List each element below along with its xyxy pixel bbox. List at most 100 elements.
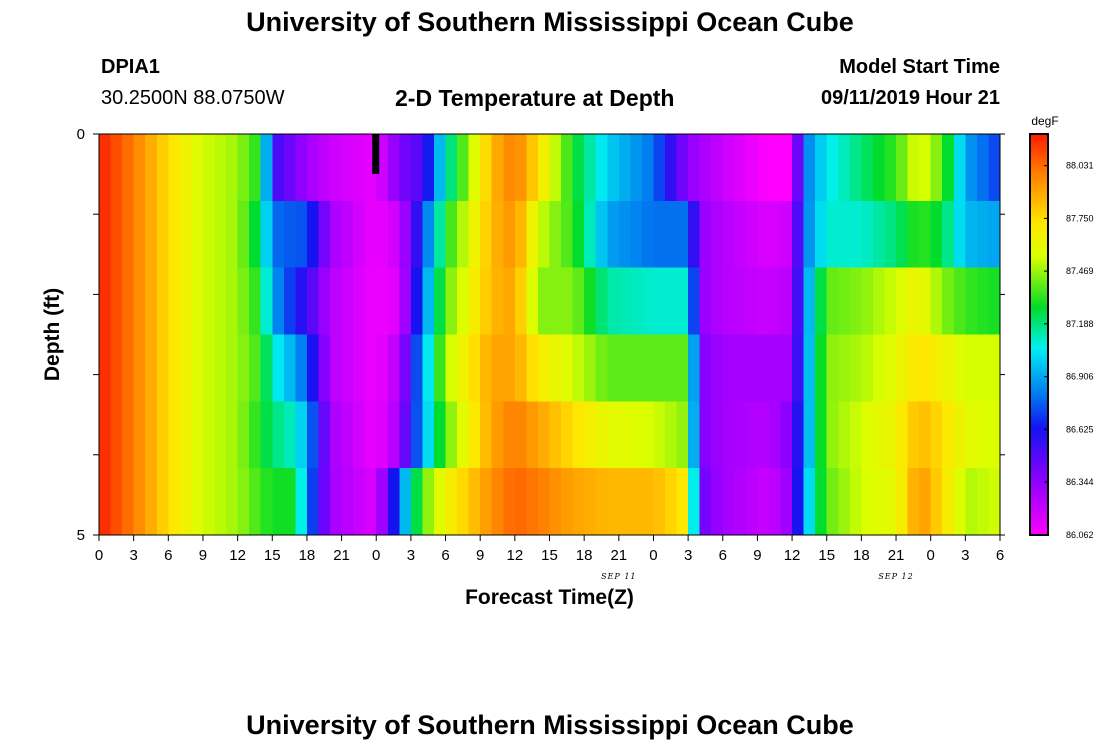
- heatmap-cell: [364, 401, 377, 469]
- heatmap-cell: [353, 134, 366, 202]
- heatmap-cell: [838, 267, 851, 336]
- heatmap-cell: [826, 134, 839, 202]
- heatmap-cell: [872, 267, 886, 336]
- heatmap-cell: [745, 334, 759, 402]
- heatmap-cell: [249, 267, 262, 336]
- heatmap-cell: [722, 200, 735, 269]
- colorbar-segment: [1030, 492, 1048, 496]
- colorbar-segment: [1030, 192, 1048, 195]
- heatmap-cell: [283, 468, 296, 536]
- heatmap-cell: [884, 334, 897, 402]
- heatmap-cell: [110, 134, 123, 202]
- heatmap-cell: [283, 200, 296, 269]
- heatmap-cell: [468, 401, 481, 469]
- heatmap-cell: [272, 134, 285, 202]
- colorbar-segment: [1030, 484, 1048, 488]
- heatmap-cell: [457, 401, 470, 469]
- colorbar-segment: [1030, 288, 1048, 291]
- heatmap-cell: [445, 401, 458, 469]
- colorbar-segment: [1030, 400, 1048, 404]
- heatmap-cell: [641, 401, 655, 469]
- colorbar-segment: [1030, 404, 1048, 408]
- heatmap-cell: [572, 468, 585, 536]
- colorbar-segment: [1030, 264, 1048, 267]
- heatmap-cell: [387, 468, 400, 536]
- heatmap-cell: [399, 468, 412, 536]
- colorbar-segment: [1030, 354, 1048, 358]
- heatmap-cell: [872, 334, 886, 402]
- colorbar-segment: [1030, 356, 1048, 360]
- heatmap-cell: [353, 267, 366, 336]
- heatmap-cell: [491, 401, 504, 469]
- colorbar-segment: [1030, 162, 1048, 165]
- heatmap-cell: [976, 267, 990, 336]
- colorbar-segment: [1030, 258, 1048, 261]
- colorbar-segment: [1030, 168, 1048, 171]
- colorbar-segment: [1030, 530, 1048, 534]
- heatmap-cell: [907, 401, 920, 469]
- heatmap-cell: [330, 401, 343, 469]
- heatmap-cell: [872, 134, 886, 202]
- heatmap-cell: [907, 468, 920, 536]
- heatmap-cell: [330, 134, 343, 202]
- colorbar-segment: [1030, 392, 1048, 396]
- colorbar-segment: [1030, 136, 1048, 139]
- colorbar-segment: [1030, 142, 1048, 145]
- heatmap-cell: [295, 401, 308, 469]
- heatmap-cell: [976, 134, 990, 202]
- heatmap-cell: [953, 401, 966, 469]
- heatmap-cell: [849, 468, 862, 536]
- colorbar-segment: [1030, 500, 1048, 504]
- colorbar-segment: [1030, 214, 1048, 217]
- heatmap-cell: [711, 468, 724, 536]
- colorbar-segment: [1030, 144, 1048, 147]
- heatmap-cell: [110, 200, 123, 269]
- heatmap-cell: [491, 267, 504, 336]
- heatmap-cell: [202, 267, 216, 336]
- heatmap-cell: [480, 401, 493, 469]
- colorbar-segment: [1030, 502, 1048, 506]
- heatmap-cell: [260, 468, 273, 536]
- heatmap-cell: [353, 200, 366, 269]
- colorbar-segment: [1030, 426, 1048, 430]
- colorbar-segment: [1030, 406, 1048, 410]
- heatmap-cell: [595, 334, 608, 402]
- heatmap-cell: [942, 468, 955, 536]
- heatmap-cell: [572, 134, 585, 202]
- heatmap-cell: [584, 267, 597, 336]
- heatmap-cell: [306, 134, 320, 202]
- heatmap-cell: [757, 468, 770, 536]
- colorbar-segment: [1030, 212, 1048, 215]
- heatmap-cell: [445, 200, 458, 269]
- heatmap-cell: [202, 468, 216, 536]
- heatmap-cell: [630, 134, 643, 202]
- colorbar-segment: [1030, 488, 1048, 492]
- heatmap-cell: [468, 267, 481, 336]
- heatmap-cell: [353, 401, 366, 469]
- heatmap-cell: [249, 200, 262, 269]
- heatmap-cell: [480, 468, 493, 536]
- colorbar-segment: [1030, 182, 1048, 185]
- heatmap-cell: [734, 134, 747, 202]
- heatmap-cell: [353, 468, 366, 536]
- colorbar-segment: [1030, 390, 1048, 394]
- heatmap-cell: [110, 334, 123, 402]
- colorbar-segment: [1030, 384, 1048, 388]
- colorbar-segment: [1030, 256, 1048, 259]
- colorbar-segment: [1030, 446, 1048, 450]
- heatmap-cell: [318, 200, 331, 269]
- colorbar-segment: [1030, 436, 1048, 440]
- heatmap-cell: [953, 200, 966, 269]
- colorbar-segment: [1030, 486, 1048, 490]
- heatmap-cell: [214, 401, 227, 469]
- heatmap-cell: [283, 134, 296, 202]
- heatmap-cell: [653, 401, 666, 469]
- heatmap-cell: [757, 267, 770, 336]
- heatmap-cell: [283, 267, 296, 336]
- heatmap-cell: [364, 267, 377, 336]
- heatmap-cell: [595, 468, 608, 536]
- heatmap-cell: [410, 134, 424, 202]
- colorbar-segment: [1030, 434, 1048, 438]
- heatmap-cell: [457, 334, 470, 402]
- colorbar-segment: [1030, 278, 1048, 281]
